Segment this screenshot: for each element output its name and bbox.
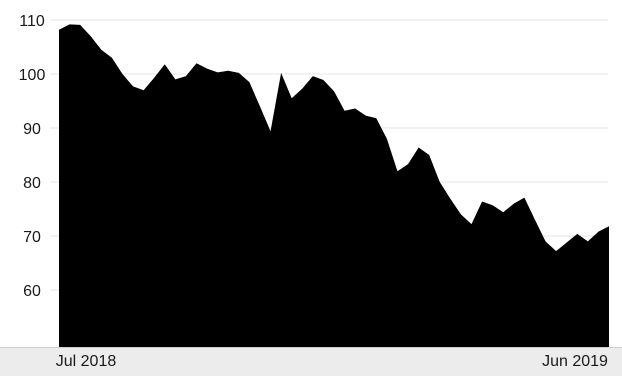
y-tick-label: 100 [19,67,46,84]
y-tick-label: 80 [23,175,41,192]
y-tick-label: 110 [19,13,45,30]
series-area-group [59,24,609,347]
x-axis-band [0,347,622,376]
y-tick-label: 90 [23,121,41,138]
x-tick-label: Jun 2019 [542,353,608,370]
y-axis-tick-labels: 60 70 80 90 100 110 [19,13,46,300]
y-tick-label: 70 [23,229,41,246]
series-area [59,24,609,347]
y-tick-label: 60 [23,283,41,300]
x-axis: Jul 2018 Jun 2019 [0,347,622,376]
x-tick-label: Jul 2018 [56,353,117,370]
